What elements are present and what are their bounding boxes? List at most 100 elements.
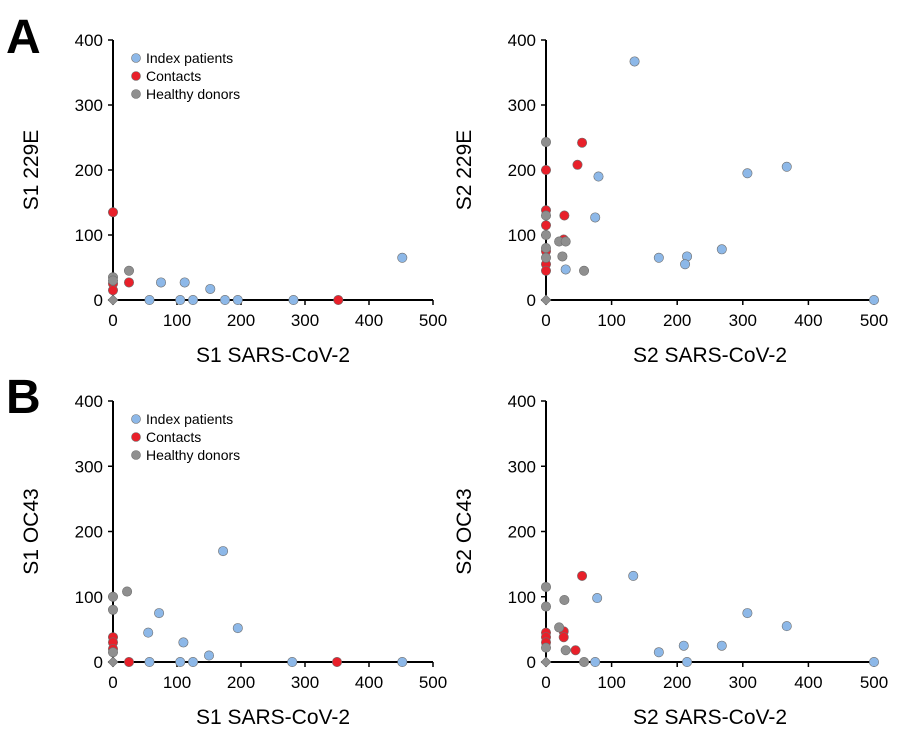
chart2-series3-point-7: [557, 251, 568, 262]
chart1-legend-label-1: Index patients: [146, 50, 233, 66]
chart4-y-tick-label-1: 100: [508, 588, 536, 607]
chart1-legend-marker-1: [131, 53, 141, 63]
chart3-series1-point-7: [188, 656, 199, 667]
chart3-legend-label-2: Contacts: [146, 429, 201, 445]
chart3-series1-point-4: [232, 623, 243, 634]
chart4-x-tick-label-0: 0: [541, 673, 550, 692]
chart1-y-tick-label-0: 0: [94, 291, 103, 310]
chart1-series1-point-3: [179, 277, 190, 288]
chart4-series3-point-5: [560, 645, 571, 656]
chart1-series3-point-2: [124, 265, 135, 276]
chart4-y-tick-label-3: 300: [508, 457, 536, 476]
chart2-x-tick-label-1: 100: [597, 311, 625, 330]
chart4-x-tick-label-4: 400: [794, 673, 822, 692]
chart4-series3-point-0: [540, 581, 551, 592]
chart3-series1-point-3: [178, 637, 189, 648]
chart2-series1-point-0: [629, 56, 640, 67]
chart2-x-axis-title: S2 SARS-CoV-2: [633, 344, 787, 367]
chart1-series2-point-0: [108, 207, 119, 218]
chart3-x-tick-label-5: 500: [419, 673, 447, 692]
chart2-y-tick-label-2: 200: [508, 161, 536, 180]
chart1-legend-marker-2: [131, 71, 141, 81]
panel-label-b: B: [6, 371, 41, 424]
chart3-series3-point-2: [108, 647, 119, 658]
chart4-series3-point-3: [554, 622, 565, 633]
chart3-y-tick-label-3: 300: [75, 457, 103, 476]
chart1-series1-point-5: [205, 283, 216, 294]
chart1-series1-point-7: [232, 294, 243, 305]
chart4-y-axis-title: S2 OC43: [453, 488, 476, 574]
panel-label-a: A: [6, 11, 41, 64]
chart3-series1-point-2: [143, 627, 154, 638]
chart4-series1-point-3: [653, 647, 664, 658]
chart4-series2-point-6: [570, 645, 581, 656]
chart4-origin-marker: [540, 656, 552, 668]
chart1-y-tick-label-3: 300: [75, 96, 103, 115]
chart3-legend-marker-1: [131, 414, 141, 424]
chart2-y-tick-label-1: 100: [508, 226, 536, 245]
chart4-y-tick-label-4: 400: [508, 392, 536, 411]
chart4-series2-point-5: [558, 632, 569, 643]
chart4-series3-point-1: [540, 601, 551, 612]
chart2-series1-point-2: [590, 212, 601, 223]
chart2-origin-marker: [540, 294, 552, 306]
chart2-series3-point-4: [540, 252, 551, 263]
chart2-y-tick-label-3: 300: [508, 96, 536, 115]
chart2-series2-point-5: [540, 265, 551, 276]
chart2-x-tick-label-5: 500: [860, 311, 888, 330]
chart1-series1-point-4: [188, 294, 199, 305]
chart3-legend-marker-3: [131, 450, 141, 460]
chart1-x-tick-label-5: 500: [419, 311, 447, 330]
chart4-series1-point-5: [682, 656, 693, 667]
chart4-series1-point-9: [868, 656, 879, 667]
chart2-x-tick-label-3: 300: [729, 311, 757, 330]
chart3-y-tick-label-2: 200: [75, 523, 103, 542]
chart1-y-tick-label-2: 200: [75, 161, 103, 180]
chart1-legend-marker-3: [131, 89, 141, 99]
chart3-series1-point-9: [287, 656, 298, 667]
chart1-series1-point-1: [156, 277, 167, 288]
chart3-x-axis-title: S1 SARS-CoV-2: [196, 706, 350, 729]
chart1-y-axis-title: S1 229E: [20, 130, 43, 211]
chart2-x-tick-label-4: 400: [794, 311, 822, 330]
chart2-series1-point-4: [653, 252, 664, 263]
chart1-x-tick-label-1: 100: [163, 311, 191, 330]
chart3-series1-point-0: [218, 546, 229, 557]
chart2-series1-point-7: [716, 244, 727, 255]
chart1-x-tick-label-3: 300: [291, 311, 319, 330]
chart3-series3-point-1: [108, 604, 119, 615]
chart4-series3-point-4: [559, 595, 570, 606]
chart1-series2-point-3: [124, 277, 135, 288]
chart2-series3-point-1: [540, 210, 551, 221]
chart4-series1-point-1: [592, 593, 603, 604]
chart3-series1-point-8: [204, 650, 215, 661]
chart4-series3-point-2: [540, 642, 551, 653]
chart3-x-tick-label-0: 0: [108, 673, 117, 692]
chart4-x-tick-label-5: 500: [860, 673, 888, 692]
chart3-legend-label-1: Index patients: [146, 411, 233, 427]
chart4-series1-point-6: [716, 640, 727, 651]
chart3-y-tick-label-4: 400: [75, 392, 103, 411]
chart2-y-axis-title: S2 229E: [453, 130, 476, 211]
chart1-origin-marker: [107, 294, 119, 306]
chart2-series1-point-8: [742, 168, 753, 179]
chart1-series3-point-1: [108, 275, 119, 286]
chart3-series2-point-3: [124, 656, 135, 667]
chart2-x-tick-label-2: 200: [663, 311, 691, 330]
chart1-series2-point-2: [108, 285, 119, 296]
chart2-series2-point-8: [572, 159, 583, 170]
chart4-series2-point-0: [577, 570, 588, 581]
chart3-y-tick-label-1: 100: [75, 588, 103, 607]
chart1-x-axis-title: S1 SARS-CoV-2: [196, 344, 350, 367]
chart2-x-tick-label-0: 0: [541, 311, 550, 330]
chart3-series1-point-1: [154, 608, 165, 619]
chart1-x-tick-label-2: 200: [227, 311, 255, 330]
chart4-series3-point-6: [579, 656, 590, 667]
chart2-series3-point-6: [560, 236, 571, 247]
chart1-series1-point-8: [288, 294, 299, 305]
chart4-series1-point-0: [628, 570, 639, 581]
chart3-x-tick-label-2: 200: [227, 673, 255, 692]
chart2-series2-point-2: [540, 220, 551, 231]
chart4-y-tick-label-2: 200: [508, 523, 536, 542]
chart2-series3-point-3: [540, 243, 551, 254]
